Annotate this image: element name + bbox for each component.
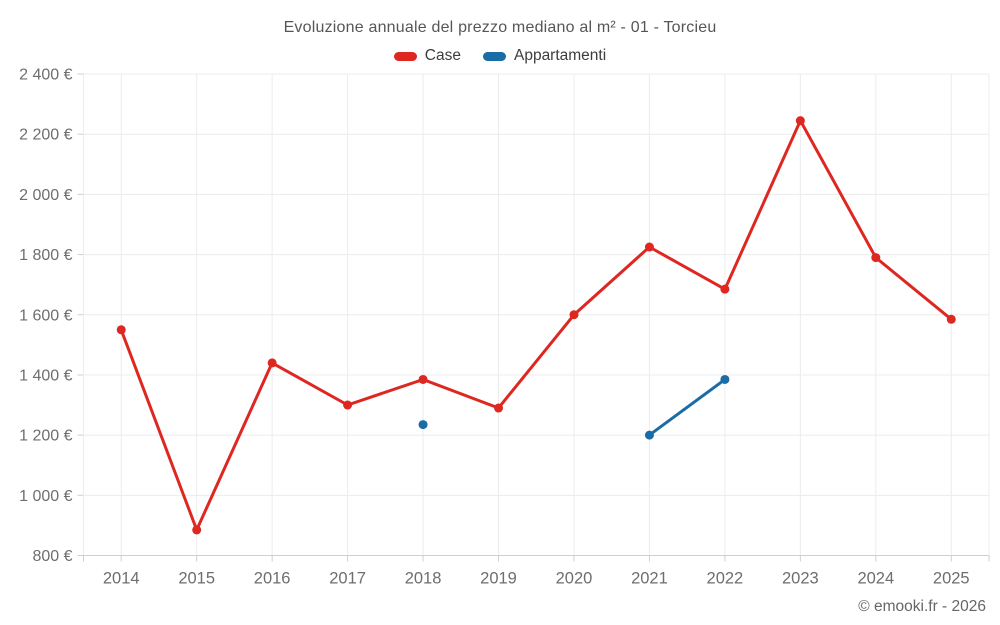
legend-label-case: Case: [424, 47, 461, 64]
svg-text:1 400 €: 1 400 €: [19, 367, 72, 384]
legend-item-case[interactable]: Case: [393, 47, 461, 65]
legend-item-appartamenti[interactable]: Appartamenti: [482, 47, 607, 65]
svg-text:800 €: 800 €: [32, 548, 72, 565]
svg-text:1 800 €: 1 800 €: [19, 247, 72, 264]
chart-footer-credit: © emooki.fr - 2026: [858, 598, 986, 615]
svg-text:1 000 €: 1 000 €: [19, 488, 72, 505]
svg-text:2 200 €: 2 200 €: [19, 127, 72, 144]
legend-swatch-case-icon: [393, 51, 417, 61]
chart-legend: Case Appartamenti: [0, 47, 1000, 65]
svg-text:2016: 2016: [254, 570, 291, 588]
svg-text:2022: 2022: [707, 570, 744, 588]
svg-text:2021: 2021: [631, 570, 668, 588]
svg-text:1 600 €: 1 600 €: [19, 307, 72, 324]
svg-text:2020: 2020: [556, 570, 593, 588]
chart-title: Evoluzione annuale del prezzo mediano al…: [283, 19, 717, 36]
legend-swatch-appartamenti-icon: [482, 51, 506, 61]
svg-text:1 200 €: 1 200 €: [19, 428, 72, 445]
svg-text:2 400 €: 2 400 €: [19, 67, 72, 84]
legend-label-appartamenti: Appartamenti: [513, 47, 607, 64]
svg-text:2018: 2018: [405, 570, 442, 588]
svg-text:2019: 2019: [480, 570, 517, 588]
svg-text:2017: 2017: [329, 570, 366, 588]
svg-text:2014: 2014: [103, 570, 140, 588]
svg-text:2015: 2015: [178, 570, 215, 588]
svg-text:2023: 2023: [782, 570, 819, 588]
svg-text:2025: 2025: [933, 570, 970, 588]
svg-text:2 000 €: 2 000 €: [19, 187, 72, 204]
svg-text:2024: 2024: [857, 570, 894, 588]
